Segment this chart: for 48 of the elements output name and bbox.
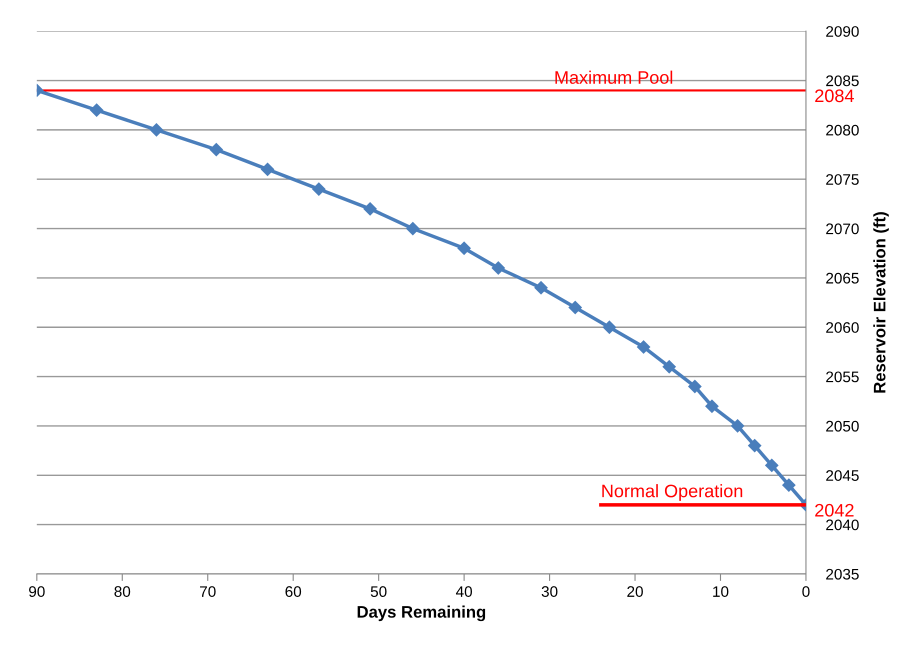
x-tick-label: 30 [542,586,558,597]
y-axis-title: Reservoir Elevation (ft) [873,212,889,393]
y-tick-label: 2050 [826,420,859,432]
y-tick-label: 2045 [826,470,859,481]
y-tick-label: 2070 [826,223,859,234]
point [568,300,582,314]
point [782,478,796,492]
point [731,419,744,433]
x-tick-label: 60 [285,586,302,597]
point [90,104,104,117]
point [688,380,702,394]
point [748,439,762,452]
x-tick-label: 40 [456,586,472,597]
point [662,360,676,374]
point [210,143,223,156]
point [705,400,719,413]
point [492,261,505,275]
y-tick-label: 2065 [826,272,859,284]
x-tick-label: 0 [802,586,810,597]
y-tick-label: 2075 [826,174,859,185]
x-axis-title: Days Remaining [358,606,486,622]
x-tick-label: 90 [29,586,45,597]
point [765,458,778,472]
point [636,340,650,354]
x-tick-label: 70 [200,586,216,597]
point [364,202,377,216]
y-tick-label: 2090 [826,26,859,37]
y-tick-label: 2085 [826,75,859,86]
point [534,281,548,294]
y-tick-label: 2035 [826,568,859,580]
point [312,182,326,196]
annotation: 2084 [815,89,854,102]
point [150,123,164,136]
point [458,242,471,255]
point [602,320,616,334]
series-label: Normal Operation [602,484,742,501]
y-tick-label: 2040 [826,519,859,530]
point [260,162,274,176]
y-tick-label: 2080 [826,124,859,136]
ref-line-label: Maximum Pool [555,70,672,84]
y-tick-label: 2060 [826,322,859,333]
x-tick-label: 80 [114,586,130,597]
annotation: 2042 [815,504,854,517]
point [406,222,420,236]
x-tick-label: 20 [627,586,643,597]
y-tick-label: 2055 [826,371,859,382]
x-tick-label: 10 [713,586,728,597]
x-tick-label: 50 [370,586,387,597]
